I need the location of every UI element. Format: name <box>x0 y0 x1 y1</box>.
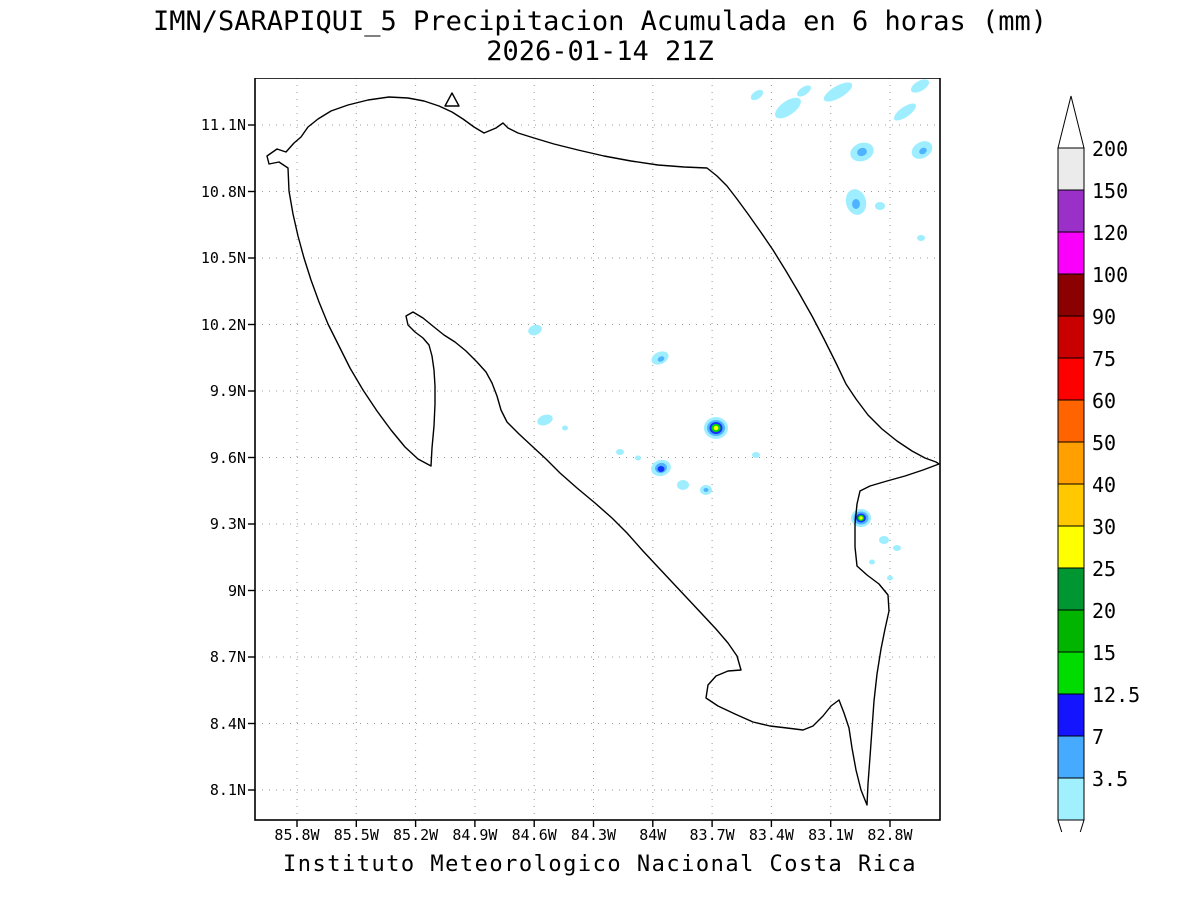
colorbar-swatch <box>1057 273 1085 317</box>
colorbar-arrow-top <box>1057 95 1085 149</box>
precip-cell <box>635 455 641 461</box>
map-valid-time: 2026-01-14 21Z <box>486 36 714 67</box>
colorbar-label: 25 <box>1092 557 1117 581</box>
precip-cell <box>528 324 542 336</box>
precip-cell <box>919 147 927 155</box>
x-axis-label: 82.8W <box>867 826 913 844</box>
colorbar-label: 7 <box>1092 725 1105 749</box>
colorbar-swatch <box>1057 525 1085 569</box>
y-axis-label: 9.9N <box>209 382 246 400</box>
precip-cell <box>869 559 875 565</box>
precip-cell <box>537 414 553 426</box>
colorbar-swatch <box>1057 231 1085 275</box>
grid-lines <box>255 78 940 820</box>
colorbar-arrow-bottom <box>1057 819 1085 832</box>
colorbar-label: 60 <box>1092 389 1117 413</box>
precip-cell <box>875 202 885 210</box>
costa-rica-coastline <box>266 96 940 806</box>
colorbar-label: 15 <box>1092 641 1117 665</box>
x-axis-label: 83.4W <box>748 826 794 844</box>
precip-cell <box>917 235 925 241</box>
x-axis-label: 84.6W <box>511 826 557 844</box>
plot-frame <box>254 78 941 821</box>
island-marker <box>444 92 460 107</box>
colorbar-label: 3.5 <box>1092 767 1129 791</box>
precip-cell <box>879 536 889 544</box>
coastline-group <box>266 92 940 806</box>
x-axis-label: 85.8W <box>274 826 320 844</box>
colorbar-label: 30 <box>1092 515 1117 539</box>
precipitation-shading <box>528 79 933 581</box>
colorbar-swatch <box>1057 483 1085 527</box>
precip-cell <box>887 575 893 581</box>
colorbar-label: 20 <box>1092 599 1117 623</box>
x-axis-label: 83.1W <box>808 826 854 844</box>
colorbar-label: 120 <box>1092 221 1129 245</box>
colorbar-swatch <box>1057 189 1085 233</box>
colorbar-label: 75 <box>1092 347 1117 371</box>
colorbar-swatch <box>1057 399 1085 443</box>
y-axis-label: 10.8N <box>200 182 246 201</box>
colorbar-swatch <box>1057 735 1085 779</box>
plot-frame-group <box>248 78 941 827</box>
colorbar-swatch <box>1057 441 1085 485</box>
precip-cell <box>859 516 863 520</box>
colorbar-swatch <box>1057 609 1085 653</box>
precip-cell <box>562 425 568 431</box>
map-title: IMN/SARAPIQUI_5 Precipitacion Acumulada … <box>152 6 1048 37</box>
precip-cell <box>823 82 853 102</box>
y-axis-label: 8.1N <box>209 781 246 799</box>
precip-cell <box>893 545 901 551</box>
precip-cell <box>775 97 801 119</box>
colorbar-swatch <box>1057 651 1085 695</box>
colorbar-label: 50 <box>1092 431 1117 455</box>
colorbar-label: 100 <box>1092 263 1129 287</box>
colorbar-label: 40 <box>1092 473 1117 497</box>
y-axis-label: 9.3N <box>209 515 246 533</box>
y-axis-label: 9.6N <box>209 448 246 467</box>
precip-cell <box>616 449 624 455</box>
colorbar-label: 12.5 <box>1092 683 1141 707</box>
precip-cell <box>893 103 917 121</box>
precip-cell <box>657 466 665 472</box>
precip-cell <box>857 147 867 157</box>
colorbar-swatch <box>1057 777 1085 821</box>
precip-cell <box>750 89 764 101</box>
x-axis-label: 85.5W <box>333 826 379 844</box>
y-axis-label: 11.1N <box>200 116 246 134</box>
precip-cell <box>797 85 811 97</box>
colorbar-swatch <box>1057 693 1085 737</box>
precip-cell <box>677 480 689 490</box>
colorbar-swatch <box>1057 147 1085 191</box>
y-axis-label: 10.5N <box>200 249 246 267</box>
colorbar-label: 90 <box>1092 305 1117 329</box>
colorbar-swatch <box>1057 357 1085 401</box>
source-caption: Instituto Meteorologico Nacional Costa R… <box>282 852 918 877</box>
colorbar-swatch <box>1057 315 1085 359</box>
y-axis-label: 10.2N <box>200 315 246 334</box>
colorbar-swatch <box>1057 567 1085 611</box>
precip-cell <box>910 79 930 93</box>
precip-cell <box>657 356 665 362</box>
y-axis-label: 8.7N <box>209 648 246 666</box>
precip-cell <box>752 452 760 458</box>
precip-cell <box>703 488 709 492</box>
x-axis-label: 84.3W <box>570 826 617 844</box>
x-axis-label: 84W <box>639 826 667 844</box>
colorbar-label: 150 <box>1092 179 1129 203</box>
x-axis-label: 84.9W <box>452 826 498 844</box>
precipitation-map-canvas <box>248 78 941 827</box>
x-axis-label: 85.2W <box>393 826 439 844</box>
precip-cell <box>713 425 719 431</box>
y-axis-label: 8.4N <box>209 714 246 733</box>
y-axis-label: 9N <box>227 581 246 600</box>
colorbar <box>1057 95 1085 832</box>
x-axis-label: 83.7W <box>689 826 735 844</box>
precip-cell <box>852 199 860 209</box>
colorbar-label: 200 <box>1092 137 1129 161</box>
